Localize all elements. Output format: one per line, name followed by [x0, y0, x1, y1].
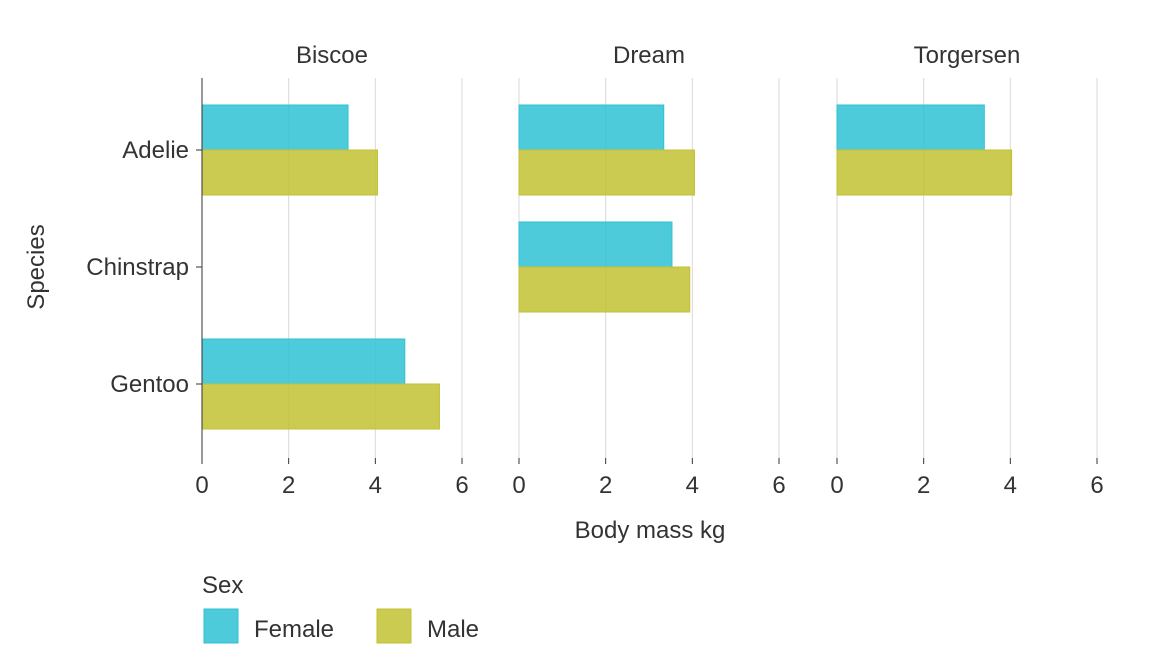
facet-panels: Biscoe 0 2 4 6 Dream 0 2 4 6 Torgersen 0 2 4 6	[195, 42, 1103, 499]
x-tick-label: 6	[1090, 472, 1103, 499]
y-axis-title: Species	[23, 224, 50, 309]
bar-biscoe-gentoo-male	[201, 383, 440, 430]
bar-dream-adelie-male	[518, 149, 695, 196]
x-tick-label: 4	[686, 472, 699, 499]
facet-title: Biscoe	[296, 42, 368, 69]
legend-title: Sex	[202, 572, 243, 599]
y-tick-label: Gentoo	[110, 371, 189, 398]
legend-swatch	[203, 608, 239, 644]
x-axis-title: Body mass kg	[575, 517, 726, 544]
facet-title: Dream	[613, 42, 685, 69]
legend-items: Female Male	[203, 608, 479, 644]
legend-label: Male	[427, 616, 479, 643]
x-tick-label: 4	[369, 472, 382, 499]
y-tick-label: Chinstrap	[86, 254, 189, 281]
bar-biscoe-adelie-female	[201, 104, 349, 151]
legend-swatch	[376, 608, 412, 644]
bar-dream-adelie-female	[518, 104, 665, 151]
y-tick-label: Adelie	[122, 137, 189, 164]
bar-torgersen-adelie-male	[836, 149, 1013, 196]
x-tick-label: 4	[1004, 472, 1017, 499]
bar-biscoe-adelie-male	[201, 149, 378, 196]
bar-dream-chinstrap-male	[518, 266, 691, 313]
x-tick-label: 2	[917, 472, 930, 499]
facet-biscoe: Biscoe 0 2 4 6	[195, 42, 468, 499]
legend: Sex Female Male	[202, 572, 479, 644]
legend-item-female: Female	[203, 608, 334, 644]
bar-biscoe-gentoo-female	[201, 338, 406, 385]
legend-item-male: Male	[376, 608, 479, 644]
x-tick-label: 0	[195, 472, 208, 499]
facet-dream: Dream 0 2 4 6	[512, 42, 785, 499]
x-tick-label: 0	[512, 472, 525, 499]
x-tick-label: 6	[772, 472, 785, 499]
y-axis: Adelie Chinstrap Gentoo	[86, 78, 203, 458]
x-tick-label: 2	[282, 472, 295, 499]
x-tick-label: 2	[599, 472, 612, 499]
legend-label: Female	[254, 616, 334, 643]
bar-dream-chinstrap-female	[518, 221, 673, 268]
bar-torgersen-adelie-female	[836, 104, 985, 151]
facet-title: Torgersen	[914, 42, 1021, 69]
x-tick-label: 0	[830, 472, 843, 499]
facet-torgersen: Torgersen 0 2 4 6	[830, 42, 1103, 499]
x-tick-label: 6	[455, 472, 468, 499]
